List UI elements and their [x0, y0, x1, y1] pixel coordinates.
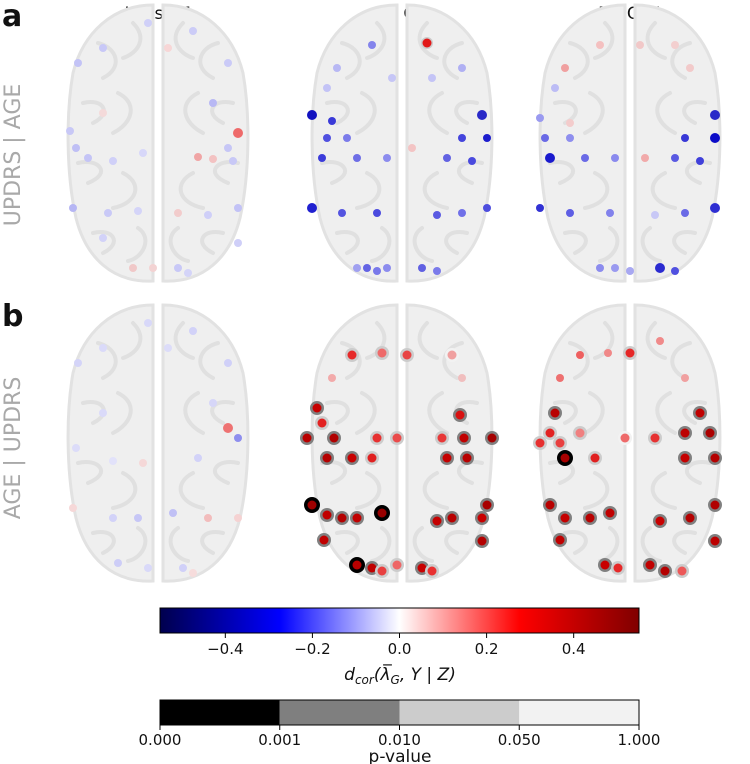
pvalue-tick-label: 0.050 — [498, 731, 541, 749]
pvalue-segment — [160, 700, 280, 725]
brain-b-hc — [66, 303, 250, 584]
pvalue-tick-label: 0.010 — [378, 731, 421, 749]
row-label-a: UPDRS | AGE — [1, 84, 26, 227]
pvalue-segment — [519, 700, 639, 725]
dcor-colorbar-gradient — [159, 607, 640, 634]
brain-a-pd-off — [536, 3, 722, 284]
panel-letter-a: a — [2, 0, 22, 34]
pvalue-tick-label: 0.000 — [139, 731, 182, 749]
pvalue-segment — [399, 700, 520, 725]
dcor-tick-label: 0.2 — [475, 640, 499, 658]
pvalue-segment — [279, 700, 400, 725]
pvalue-tick-label: 1.000 — [618, 731, 661, 749]
dcor-tick-label: −0.4 — [207, 640, 243, 658]
dcor-tick-label: 0.4 — [562, 640, 586, 658]
panel-letter-b: b — [2, 299, 23, 334]
dcor-colorbar-label: dcor(λ̅G, Y | Z) — [344, 663, 456, 687]
pvalue-tick-label: 0.001 — [258, 731, 301, 749]
brain-b-pd-on — [300, 303, 499, 584]
pvalue-colorbar-segments — [160, 700, 639, 725]
row-label-b: AGE | UPDRS — [1, 377, 26, 520]
dcor-colorbar-ticks: −0.4 −0.2 0.0 0.2 0.4 — [207, 633, 586, 658]
dcor-tick-label: −0.2 — [294, 640, 330, 658]
pvalue-colorbar: 0.000 0.001 0.010 0.050 1.000 p-value — [139, 699, 661, 764]
brain-b-pd-off — [533, 303, 722, 584]
dcor-colorbar: −0.4 −0.2 0.0 0.2 0.4 dcor(λ̅G, Y | Z) — [159, 607, 640, 687]
pvalue-colorbar-ticks: 0.000 0.001 0.010 0.050 1.000 — [139, 725, 661, 749]
brain-a-pd-on — [307, 3, 494, 284]
pvalue-colorbar-label: p-value — [369, 747, 432, 764]
brain-a-hc — [66, 3, 250, 284]
dcor-tick-label: 0.0 — [388, 640, 412, 658]
